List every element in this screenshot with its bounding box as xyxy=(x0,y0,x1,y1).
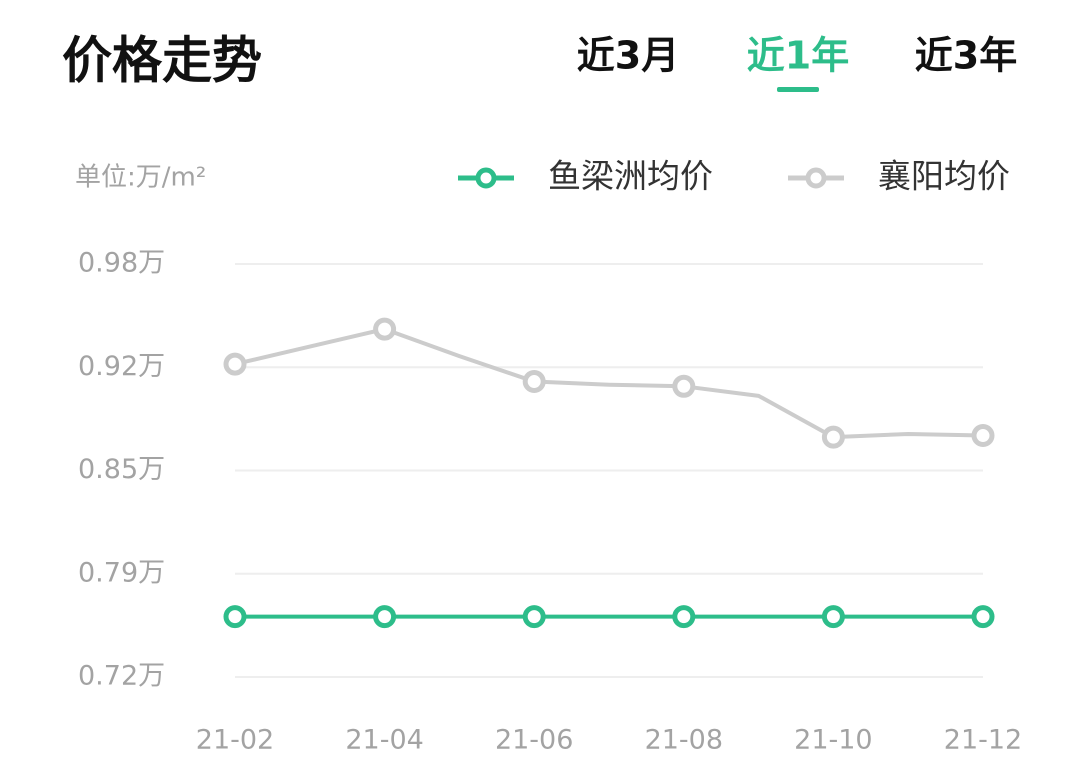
legend-marker xyxy=(805,167,827,189)
tab-underline xyxy=(777,87,819,92)
data-point xyxy=(373,317,397,341)
legend-label: 鱼梁洲均价 xyxy=(548,157,713,196)
data-point xyxy=(672,605,696,629)
series-line xyxy=(234,327,984,440)
x-tick-label: 21-06 xyxy=(495,725,573,756)
data-point xyxy=(821,605,845,629)
legend-marker xyxy=(475,167,497,189)
legend-label: 襄阳均价 xyxy=(878,157,1010,196)
data-point xyxy=(672,374,696,398)
page-title: 价格走势 xyxy=(62,32,262,90)
data-point xyxy=(373,605,397,629)
x-tick-label: 21-08 xyxy=(645,725,723,756)
tab[interactable]: 近1年 xyxy=(747,34,849,78)
data-point xyxy=(821,425,845,449)
x-tick-label: 21-02 xyxy=(196,725,274,756)
y-tick-label: 0.79万 xyxy=(78,557,165,588)
tab[interactable]: 近3年 xyxy=(915,34,1017,78)
x-tick-label: 21-12 xyxy=(944,725,1022,756)
data-point xyxy=(522,370,546,394)
unit-label: 单位:万/m² xyxy=(75,163,206,193)
y-tick-label: 0.72万 xyxy=(78,661,165,692)
data-point xyxy=(223,605,247,629)
data-point xyxy=(971,424,995,448)
x-tick-label: 21-10 xyxy=(794,725,872,756)
y-tick-label: 0.85万 xyxy=(78,454,165,485)
data-point xyxy=(522,605,546,629)
y-tick-label: 0.92万 xyxy=(78,351,165,382)
tab[interactable]: 近3月 xyxy=(577,34,679,78)
data-point xyxy=(971,605,995,629)
x-tick-label: 21-04 xyxy=(345,725,423,756)
y-tick-label: 0.98万 xyxy=(78,248,165,279)
data-point xyxy=(223,352,247,376)
